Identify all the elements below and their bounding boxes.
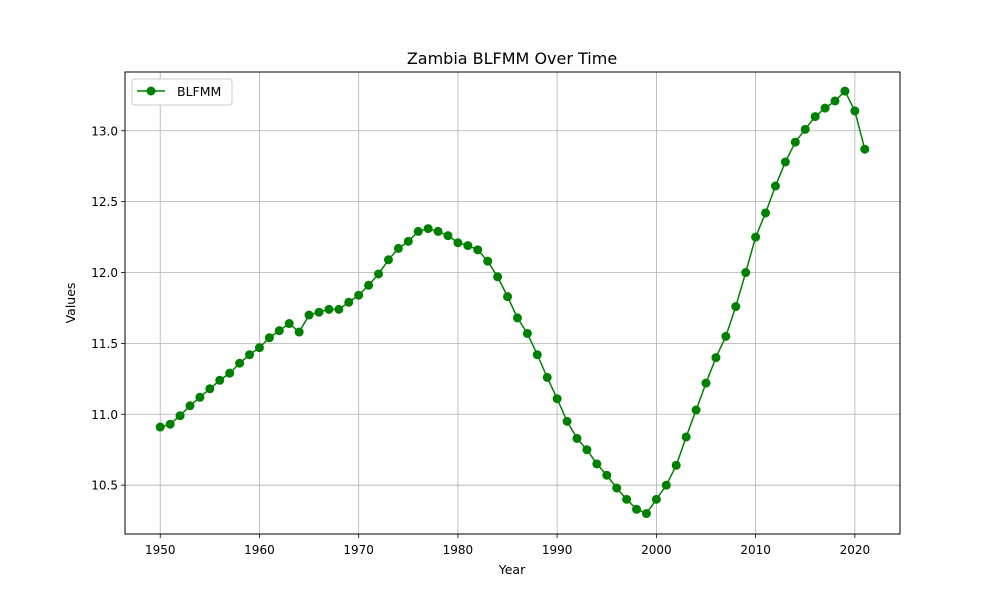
data-point: [522, 328, 532, 338]
data-point: [175, 411, 185, 421]
y-tick-label: 13.0: [91, 124, 118, 138]
data-point: [632, 504, 642, 514]
y-tick-label: 12.0: [91, 266, 118, 280]
data-point: [651, 494, 661, 504]
data-point: [850, 106, 860, 116]
data-point: [354, 290, 364, 300]
data-point: [840, 86, 850, 96]
data-point: [374, 269, 384, 279]
data-point: [780, 157, 790, 167]
data-point: [324, 304, 334, 314]
data-point: [661, 480, 671, 490]
y-tick-label: 12.5: [91, 195, 118, 209]
x-tick-label: 1980: [443, 543, 474, 557]
data-point: [820, 103, 830, 113]
data-point: [552, 394, 562, 404]
y-tick-label: 10.5: [91, 479, 118, 493]
axes: 1950 1960 1970 1980 1990 2000 2010 2020 10.5 11.0…: [91, 124, 870, 557]
data-point: [751, 232, 761, 242]
data-point: [830, 96, 840, 106]
data-point: [254, 343, 264, 353]
data-point: [165, 419, 175, 429]
data-point: [681, 432, 691, 442]
data-point: [185, 401, 195, 411]
legend-box: [131, 78, 233, 106]
data-point: [463, 241, 473, 251]
data-point: [423, 224, 433, 234]
data-point: [770, 181, 780, 191]
data-point: [562, 416, 572, 426]
x-tick-label: 2010: [740, 543, 771, 557]
data-point: [334, 304, 344, 314]
data-point: [473, 245, 483, 255]
data-point: [215, 375, 225, 385]
legend: BLFMM: [131, 78, 233, 106]
data-point: [711, 353, 721, 363]
data-point: [433, 226, 443, 236]
data-point: [512, 313, 522, 323]
data-point: [503, 292, 513, 302]
data-point: [741, 268, 751, 278]
x-tick-label: 1990: [542, 543, 573, 557]
data-point: [274, 326, 284, 336]
y-tick-label: 11.5: [91, 337, 118, 351]
x-tick-label: 1970: [343, 543, 374, 557]
data-point: [602, 470, 612, 480]
x-tick-label: 2000: [641, 543, 672, 557]
data-point: [225, 368, 235, 378]
data-point: [245, 350, 255, 360]
x-axis-label: Year: [498, 562, 526, 577]
y-tick-label: 11.0: [91, 408, 118, 422]
data-point: [205, 384, 215, 394]
data-point: [403, 236, 413, 246]
data-point: [810, 112, 820, 122]
data-point: [731, 302, 741, 312]
data-point: [592, 459, 602, 469]
chart-title: Zambia BLFMM Over Time: [407, 49, 617, 68]
data-point: [612, 483, 622, 493]
data-point: [304, 310, 314, 320]
data-point: [413, 226, 423, 236]
data-point: [393, 243, 403, 253]
legend-marker-swatch: [146, 86, 156, 96]
plot-series: [155, 86, 870, 519]
x-tick-label: 1950: [145, 543, 176, 557]
data-point: [493, 272, 503, 282]
data-point: [453, 238, 463, 248]
data-point: [264, 333, 274, 343]
legend-label: BLFMM: [177, 84, 221, 99]
data-point: [155, 422, 165, 432]
data-point: [721, 331, 731, 341]
data-point: [383, 255, 393, 265]
x-tick-label: 1960: [244, 543, 275, 557]
data-point: [860, 144, 870, 154]
data-point: [443, 231, 453, 241]
data-point: [294, 327, 304, 337]
grid: [125, 72, 900, 534]
plot-frame: [124, 71, 901, 535]
data-point: [800, 124, 810, 134]
data-point: [572, 433, 582, 443]
data-point: [691, 405, 701, 415]
data-point: [235, 358, 245, 368]
data-point: [483, 256, 493, 266]
y-axis-label: Values: [63, 283, 78, 324]
data-point: [641, 509, 651, 519]
x-tick-label: 2020: [840, 543, 871, 557]
data-point: [671, 460, 681, 470]
data-point: [542, 372, 552, 382]
data-point: [582, 445, 592, 455]
data-point: [622, 494, 632, 504]
data-point: [314, 307, 324, 317]
data-point: [364, 280, 374, 290]
data-point: [532, 350, 542, 360]
data-point: [790, 137, 800, 147]
data-point: [761, 208, 771, 218]
data-point: [284, 319, 294, 329]
data-point: [195, 392, 205, 402]
data-point: [344, 297, 354, 307]
data-point: [701, 378, 711, 388]
